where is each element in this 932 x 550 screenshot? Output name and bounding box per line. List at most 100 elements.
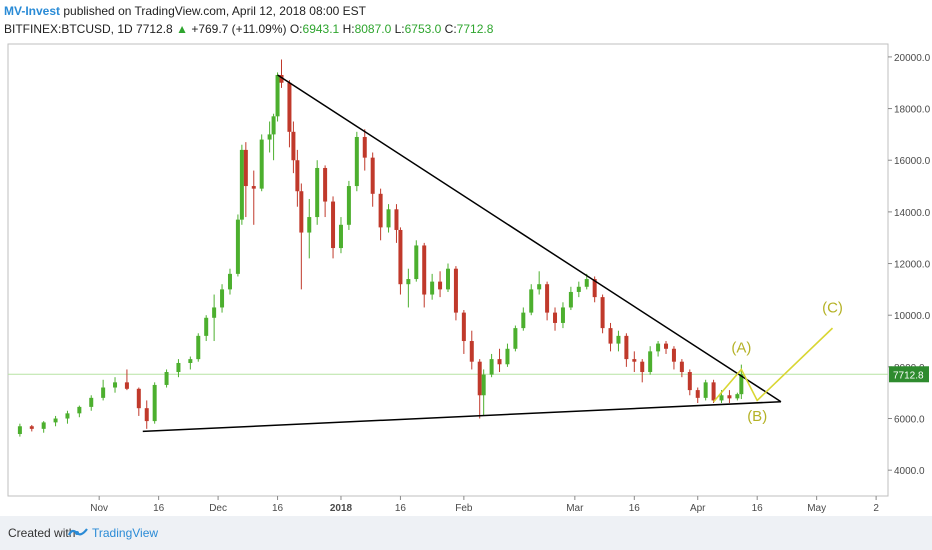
author-link[interactable]: MV-Invest <box>4 4 61 18</box>
candle-body <box>695 390 700 398</box>
candle-body <box>600 297 605 329</box>
y-tick-label: 12000.0 <box>894 260 931 271</box>
candle-body <box>656 343 661 352</box>
candle-body <box>446 268 450 290</box>
up-arrow-icon: ▲ <box>176 22 188 36</box>
last-price-tag-label: 7712.8 <box>893 370 924 381</box>
trendline-upper <box>277 74 782 403</box>
candle-body <box>89 397 94 407</box>
candle-body <box>537 284 542 290</box>
candle-body <box>17 426 22 435</box>
candle-body <box>378 193 383 228</box>
x-tick-label: Dec <box>209 503 227 514</box>
high-value: 8087.0 <box>354 22 392 36</box>
candle-body <box>505 348 510 365</box>
candle-body <box>315 167 320 218</box>
candle-body <box>77 406 82 414</box>
candle-body <box>469 341 474 362</box>
candle-body <box>739 374 744 395</box>
x-tick-label: 16 <box>272 503 284 514</box>
candle-body <box>271 116 276 135</box>
close-label: C: <box>444 22 457 36</box>
tradingview-logo-icon[interactable] <box>68 524 88 540</box>
candle-body <box>545 284 550 313</box>
candle-body <box>65 413 70 419</box>
candle-body <box>640 361 645 373</box>
tradingview-link[interactable]: TradingView <box>92 526 159 540</box>
x-tick-label: Apr <box>690 503 706 514</box>
candle-body <box>251 186 256 189</box>
candle-body <box>212 307 217 318</box>
candle-body <box>616 335 621 344</box>
candle-body <box>291 131 296 161</box>
x-tick-label: 2 <box>873 503 879 514</box>
trendline-lower <box>142 400 782 433</box>
symbol-label[interactable]: BITFINEX:BTCUSD, 1D <box>4 22 133 36</box>
x-tick-label: 16 <box>752 503 764 514</box>
candle-body <box>279 74 284 83</box>
candle-body <box>41 422 46 429</box>
candle-body <box>553 312 558 323</box>
candle-body <box>608 328 613 344</box>
candle-body <box>481 374 486 396</box>
wave-label: (B) <box>747 408 767 425</box>
candle-body <box>560 307 565 323</box>
candle-body <box>529 289 534 313</box>
candle-body <box>204 317 209 336</box>
candle-body <box>477 361 482 396</box>
candle-body <box>513 328 518 349</box>
candle-body <box>267 134 272 140</box>
candle-body <box>295 160 300 192</box>
candle-body <box>438 281 443 290</box>
candle-body <box>124 382 129 389</box>
candle-body <box>362 136 367 158</box>
open-label: O: <box>289 22 303 36</box>
candle-body <box>299 191 304 233</box>
candle-body <box>671 348 676 362</box>
candle-body <box>386 209 391 228</box>
candle-body <box>287 82 292 132</box>
candle-body <box>243 149 248 187</box>
candle-body <box>422 245 427 295</box>
candle-body <box>394 209 399 230</box>
candle-body <box>164 372 169 385</box>
candle-body <box>414 245 419 280</box>
candle-body <box>719 395 724 401</box>
x-tick-label: 16 <box>395 503 407 514</box>
candle-body <box>176 362 181 373</box>
wave-label: (C) <box>822 300 843 317</box>
candle-body <box>323 167 328 202</box>
candle-body <box>227 273 232 290</box>
x-tick-label: Feb <box>455 503 473 514</box>
candle-body <box>497 359 502 365</box>
candle-body <box>679 361 684 373</box>
open-value: 6943.1 <box>302 22 340 36</box>
candle-body <box>568 291 573 308</box>
candle-body <box>406 279 411 285</box>
y-tick-label: 14000.0 <box>894 208 931 219</box>
candle-body <box>430 281 435 295</box>
candle-body <box>398 229 403 285</box>
candle-body <box>101 387 106 398</box>
candle-body <box>521 312 526 329</box>
price-change: +769.7 (+11.09%) <box>191 22 287 36</box>
candle-body <box>307 217 312 233</box>
candle-body <box>648 351 653 373</box>
price-chart[interactable]: 4000.06000.08000.010000.012000.014000.01… <box>0 0 932 516</box>
candle-body <box>687 372 692 391</box>
candle-body <box>703 382 708 398</box>
x-tick-label: May <box>807 503 826 514</box>
candle-body <box>370 157 375 194</box>
candle-body <box>220 289 225 308</box>
last-price: 7712.8 <box>136 22 173 36</box>
symbol-info-line: BITFINEX:BTCUSD, 1D 7712.8 ▲ +769.7 (+11… <box>4 22 493 36</box>
low-value: 6753.0 <box>404 22 442 36</box>
y-tick-label: 20000.0 <box>894 53 931 64</box>
candle-body <box>624 335 629 360</box>
y-tick-label: 16000.0 <box>894 156 931 167</box>
candle-body <box>113 382 118 388</box>
candle-body <box>239 149 244 220</box>
candle-body <box>188 359 193 363</box>
high-label: H: <box>342 22 355 36</box>
x-tick-label: 16 <box>629 503 641 514</box>
